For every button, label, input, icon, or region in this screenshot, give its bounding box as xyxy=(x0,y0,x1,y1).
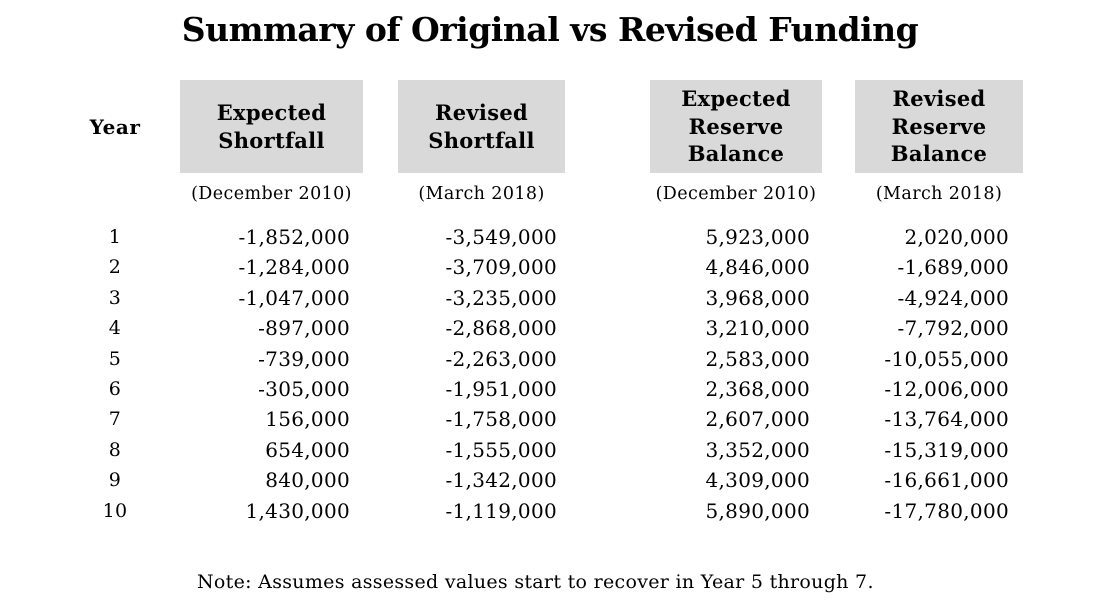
row-value-expected-reserve-balance: 4,846,000 xyxy=(705,255,810,280)
row-value-revised-shortfall: -1,555,000 xyxy=(445,437,557,462)
row-value-revised-reserve-balance: -12,006,000 xyxy=(884,376,1009,401)
row-value-revised-reserve-balance: -17,780,000 xyxy=(884,498,1009,523)
row-value-revised-reserve-balance: -10,055,000 xyxy=(884,346,1009,371)
table-row: 6 -305,000 -1,951,000 2,368,000 -12,006,… xyxy=(0,374,1115,404)
row-value-expected-shortfall: -1,284,000 xyxy=(238,255,350,280)
row-value-revised-reserve-balance: -1,689,000 xyxy=(897,255,1009,280)
row-year: 5 xyxy=(108,347,122,370)
column-header-expected-reserve-balance: Expected Reserve Balance xyxy=(650,80,822,173)
row-value-expected-reserve-balance: 3,968,000 xyxy=(705,285,810,310)
table-row: 8 654,000 -1,555,000 3,352,000 -15,319,0… xyxy=(0,435,1115,465)
row-value-expected-shortfall: 654,000 xyxy=(265,437,350,462)
table-row: 9 840,000 -1,342,000 4,309,000 -16,661,0… xyxy=(0,465,1115,495)
table-row: 1 -1,852,000 -3,549,000 5,923,000 2,020,… xyxy=(0,222,1115,252)
row-value-expected-reserve-balance: 3,210,000 xyxy=(705,316,810,341)
row-value-revised-shortfall: -3,235,000 xyxy=(445,285,557,310)
page-title: Summary of Original vs Revised Funding xyxy=(181,10,919,49)
row-value-expected-shortfall: -305,000 xyxy=(258,376,350,401)
row-value-expected-shortfall: 840,000 xyxy=(265,468,350,493)
column-subheader-expected-shortfall: (December 2010) xyxy=(191,184,352,204)
row-value-revised-reserve-balance: -16,661,000 xyxy=(884,468,1009,493)
column-header-expected-shortfall: Expected Shortfall xyxy=(180,80,363,173)
column-header-revised-reserve-balance: Revised Reserve Balance xyxy=(855,80,1023,173)
row-year: 3 xyxy=(108,286,122,309)
row-value-expected-shortfall: 156,000 xyxy=(265,407,350,432)
row-value-revised-shortfall: -3,549,000 xyxy=(445,225,557,249)
row-year: 10 xyxy=(102,499,128,522)
row-value-expected-reserve-balance: 5,890,000 xyxy=(705,498,810,523)
column-header-year: Year xyxy=(89,114,141,139)
row-value-expected-shortfall: -1,852,000 xyxy=(238,225,350,249)
row-value-expected-reserve-balance: 4,309,000 xyxy=(705,468,810,493)
table-row: 2 -1,284,000 -3,709,000 4,846,000 -1,689… xyxy=(0,252,1115,282)
row-value-expected-shortfall: -1,047,000 xyxy=(238,285,350,310)
row-value-expected-reserve-balance: 3,352,000 xyxy=(705,437,810,462)
row-year: 4 xyxy=(108,317,122,340)
row-value-revised-shortfall: -1,119,000 xyxy=(445,498,557,523)
row-value-revised-shortfall: -1,342,000 xyxy=(445,468,557,493)
row-value-revised-shortfall: -3,709,000 xyxy=(445,255,557,280)
row-value-expected-shortfall: -897,000 xyxy=(258,316,350,341)
row-value-revised-reserve-balance: -7,792,000 xyxy=(897,316,1009,341)
row-value-expected-reserve-balance: 2,607,000 xyxy=(705,407,810,432)
row-value-expected-shortfall: -739,000 xyxy=(258,346,350,371)
row-value-expected-reserve-balance: 2,583,000 xyxy=(705,346,810,371)
column-subheader-revised-reserve-balance: (March 2018) xyxy=(875,184,1003,204)
row-year: 1 xyxy=(108,226,122,248)
row-value-expected-reserve-balance: 5,923,000 xyxy=(705,225,810,249)
row-value-revised-shortfall: -1,951,000 xyxy=(445,376,557,401)
table-row: 4 -897,000 -2,868,000 3,210,000 -7,792,0… xyxy=(0,313,1115,343)
row-year: 7 xyxy=(108,408,122,431)
row-value-revised-shortfall: -2,263,000 xyxy=(445,346,557,371)
table-row: 3 -1,047,000 -3,235,000 3,968,000 -4,924… xyxy=(0,283,1115,313)
row-value-revised-reserve-balance: -4,924,000 xyxy=(897,285,1009,310)
column-subheader-revised-shortfall: (March 2018) xyxy=(418,184,545,204)
table-row: 5 -739,000 -2,263,000 2,583,000 -10,055,… xyxy=(0,344,1115,374)
row-value-revised-reserve-balance: -13,764,000 xyxy=(884,407,1009,432)
column-subheader-expected-reserve-balance: (December 2010) xyxy=(655,184,817,204)
row-value-revised-shortfall: -1,758,000 xyxy=(445,407,557,432)
row-year: 6 xyxy=(108,377,122,400)
footnote: Note: Assumes assessed values start to r… xyxy=(197,571,874,593)
row-value-revised-reserve-balance: 2,020,000 xyxy=(904,225,1009,249)
row-year: 9 xyxy=(108,469,122,492)
row-value-revised-reserve-balance: -15,319,000 xyxy=(884,437,1009,462)
row-year: 2 xyxy=(108,256,122,279)
row-value-revised-shortfall: -2,868,000 xyxy=(445,316,557,341)
table-row: 7 156,000 -1,758,000 2,607,000 -13,764,0… xyxy=(0,404,1115,434)
table-row: 10 1,430,000 -1,119,000 5,890,000 -17,78… xyxy=(0,496,1115,526)
row-value-expected-reserve-balance: 2,368,000 xyxy=(705,376,810,401)
column-header-revised-shortfall: Revised Shortfall xyxy=(398,80,565,173)
row-year: 8 xyxy=(108,438,122,461)
row-value-expected-shortfall: 1,430,000 xyxy=(245,498,350,523)
table-rows: 1 -1,852,000 -3,549,000 5,923,000 2,020,… xyxy=(0,222,1115,526)
